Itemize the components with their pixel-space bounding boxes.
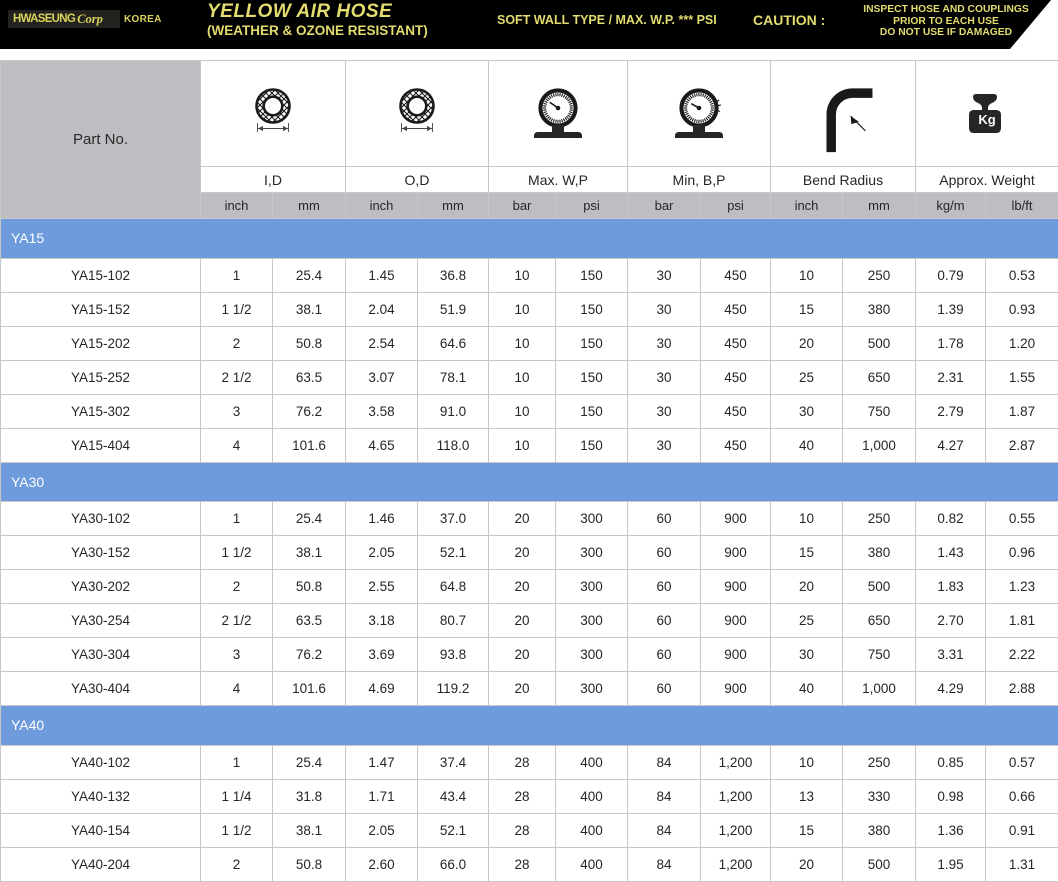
svg-text:Kg: Kg xyxy=(978,112,995,127)
